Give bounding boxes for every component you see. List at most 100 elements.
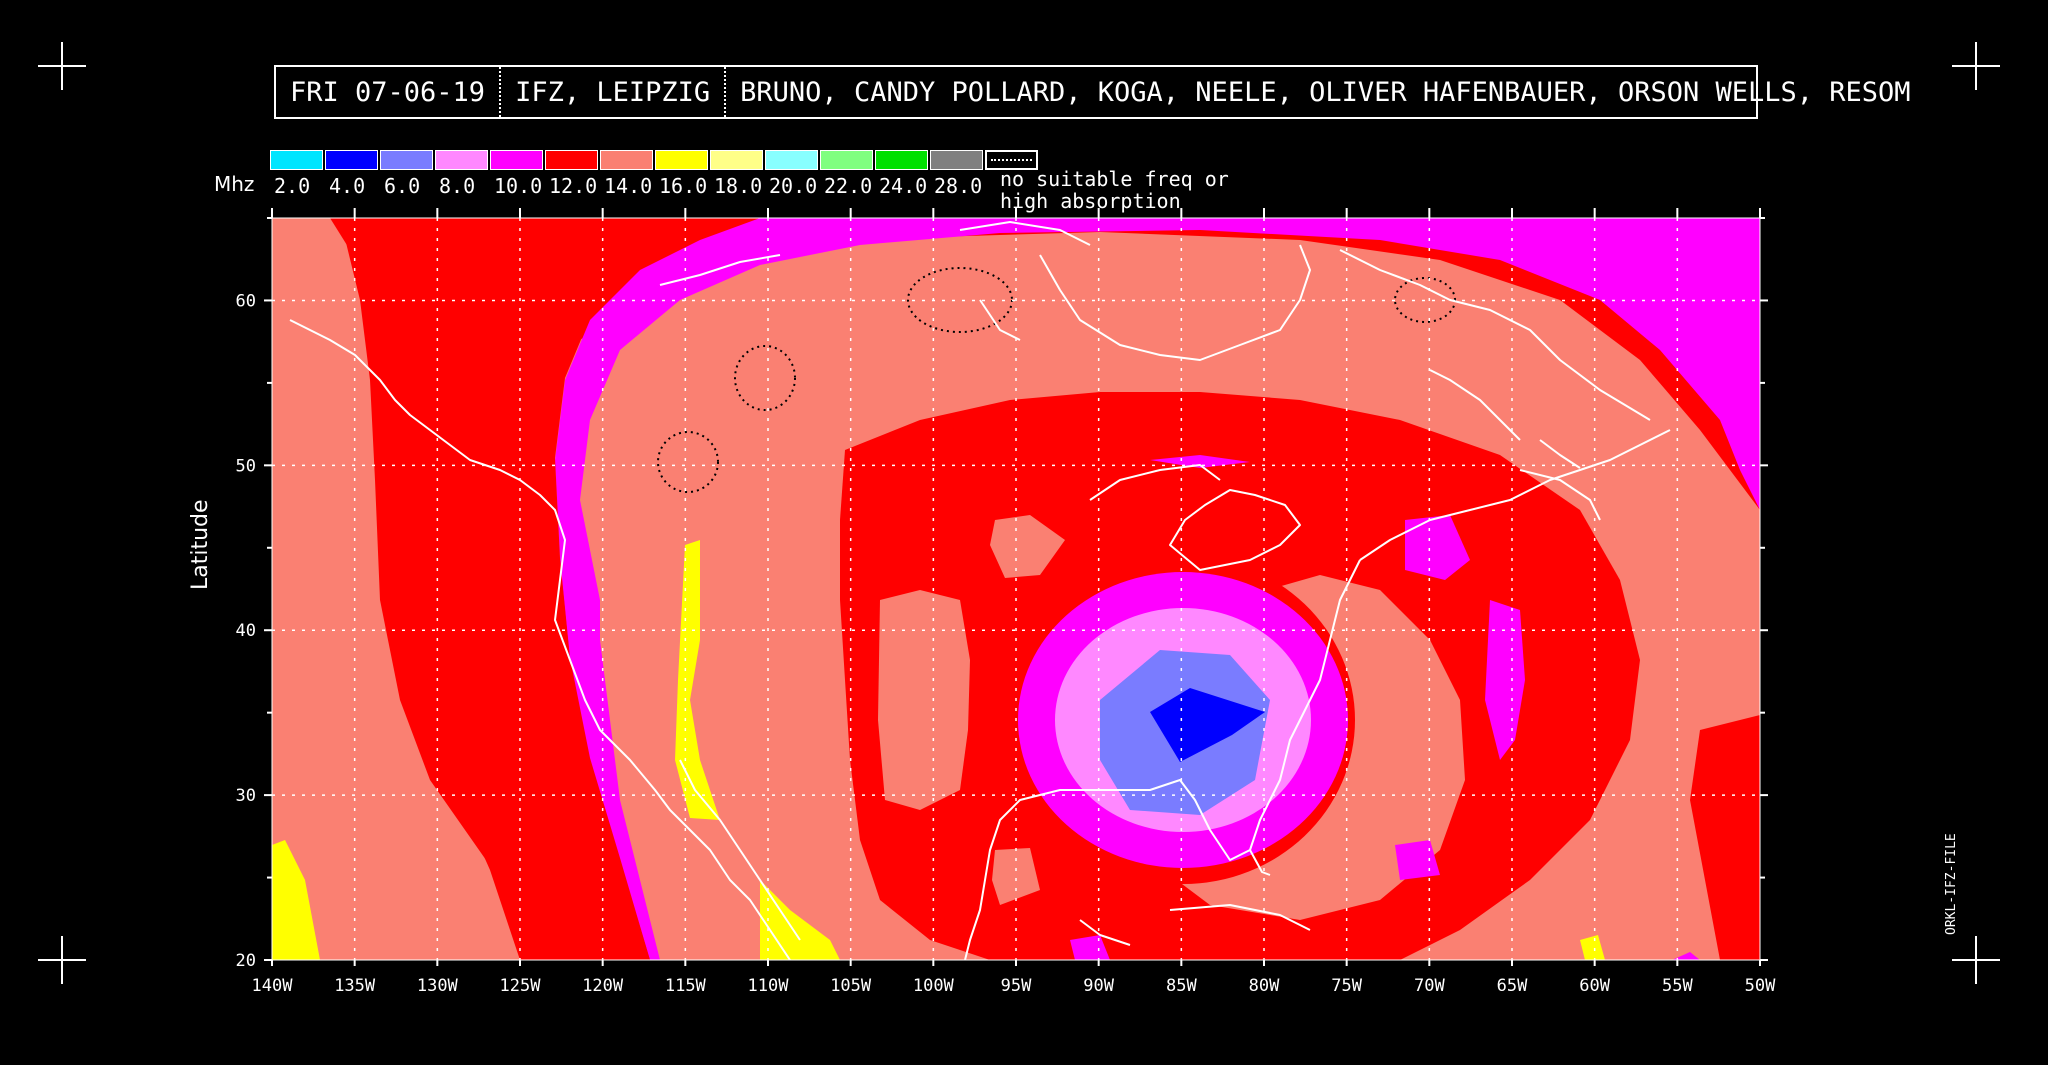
caribbean-islands-1 (1169, 904, 1311, 931)
contour-10mhz-corner-patch (1672, 952, 1700, 960)
file-id-label: ORKL-IFZ-FILE (1944, 833, 1959, 935)
legend-swatch-8.0 (435, 150, 488, 170)
legend-swatch-4.0 (325, 150, 378, 170)
nova-scotia-coast (1539, 439, 1581, 469)
no-suitable-region-2 (657, 431, 719, 493)
inland-lakes-west (979, 299, 1021, 341)
st-lawrence-coast (1429, 369, 1521, 441)
y-tick-label: 20 (236, 951, 256, 971)
contour-12mhz-western-band (330, 218, 760, 960)
x-tick-label: 140W (252, 976, 294, 996)
arctic-coast-2 (659, 254, 781, 286)
legend-swatch-24.0 (875, 150, 928, 170)
legend-label-2.0: 2.0 (274, 174, 311, 198)
legend-swatch-22.0 (820, 150, 873, 170)
x-tick-label: 125W (500, 976, 542, 996)
legend-swatch-16.0 (655, 150, 708, 170)
legend-label-6.0: 6.0 (384, 174, 421, 198)
x-axis-ticks: 140W 135W 130W 125W 120W 115W 110W 105W 100W 95W 9… (252, 208, 1776, 996)
x-tick-label: 105W (830, 976, 872, 996)
legend-label-22.0: 22.0 (824, 174, 873, 198)
legend-swatch-18.0 (710, 150, 763, 170)
legend-label-4.0: 4.0 (329, 174, 366, 198)
labrador-coast (1339, 249, 1651, 421)
contour-14mhz-small-patch-north (990, 515, 1065, 578)
frequency-legend: 2.0 4.0 6.0 8.0 10.0 12.0 14.0 16.0 18.0 20.0 22.0… (270, 150, 1040, 198)
contour-4mhz-core (1150, 688, 1265, 762)
great-lakes-outline (1169, 489, 1301, 571)
legend-label-12.0: 12.0 (549, 174, 598, 198)
legend-swatch-6.0 (380, 150, 433, 170)
x-tick-label: 75W (1331, 976, 1362, 996)
legend-swatch-10.0 (490, 150, 543, 170)
x-tick-label: 85W (1166, 976, 1197, 996)
legend-label-10.0: 10.0 (494, 174, 543, 198)
x-tick-label: 80W (1249, 976, 1280, 996)
header-date: FRI 07-06-19 (290, 76, 486, 108)
contour-16mhz-southeast-patch (1580, 935, 1605, 960)
y-tick-label: 40 (236, 621, 256, 641)
legend-swatch-2.0 (270, 150, 323, 170)
header-bar: FRI 07-06-19 IFZ, LEIPZIG BRUNO, CANDY P… (274, 65, 1911, 119)
legend-label-28.0: 28.0 (934, 174, 983, 198)
coastline-atlantic-north (1359, 429, 1671, 561)
x-tick-label: 60W (1579, 976, 1610, 996)
contour-14mhz-small-patch-south (992, 848, 1040, 905)
legend-swatch-12.0 (545, 150, 598, 170)
no-suitable-line2: high absorption (1000, 189, 1181, 213)
y-tick-label: 30 (236, 786, 256, 806)
x-tick-label: 55W (1662, 976, 1693, 996)
legend-swatch-no-suitable (985, 150, 1038, 170)
x-tick-label: 90W (1083, 976, 1114, 996)
contour-10mhz-bottom-patch (1070, 935, 1110, 960)
x-tick-label: 120W (582, 976, 624, 996)
legend-label-18.0: 18.0 (714, 174, 763, 198)
contour-16mhz-southwest-patch (272, 840, 320, 960)
coastlines (289, 221, 1671, 960)
x-tick-label: 130W (417, 976, 459, 996)
corner-crosshair-bottom-right (1952, 936, 2000, 984)
header-names: BRUNO, CANDY POLLARD, KOGA, NEELE, OLIVE… (724, 67, 1924, 117)
corner-crosshair-top-right (1952, 42, 2000, 90)
coastline-pacific (289, 319, 791, 960)
legend-label-14.0: 14.0 (604, 174, 653, 198)
contour-14mhz-west-patch (878, 590, 970, 810)
no-suitable-region-1 (734, 345, 796, 411)
x-tick-label: 135W (334, 976, 376, 996)
contour-16mhz-western-strip (675, 540, 720, 820)
coastline-baja (679, 759, 801, 941)
corner-crosshair-top-left (38, 42, 86, 90)
legend-label-16.0: 16.0 (659, 174, 708, 198)
contour-12mhz-east-edge (1690, 715, 1760, 960)
x-tick-label: 70W (1414, 976, 1445, 996)
contour-10mhz-small-patch-east (1405, 515, 1470, 580)
no-suitable-note: no suitable freq or high absorption (1000, 168, 1229, 212)
contour-16mhz-south-patch (760, 880, 840, 960)
x-tick-label: 95W (1001, 976, 1032, 996)
header-station: IFZ, LEIPZIG (499, 67, 724, 117)
arctic-coast-1 (959, 221, 1091, 246)
legend-label-24.0: 24.0 (879, 174, 928, 198)
legend-swatch-20.0 (765, 150, 818, 170)
legend-unit: Mhz (214, 172, 255, 196)
legend-swatch-14.0 (600, 150, 653, 170)
x-tick-label: 115W (665, 976, 707, 996)
legend-swatches (270, 150, 1040, 170)
x-tick-label: 100W (913, 976, 955, 996)
y-tick-label: 60 (236, 291, 256, 311)
no-suitable-line1: no suitable freq or (1000, 167, 1229, 191)
hudson-bay-outline (1039, 244, 1311, 361)
legend-label-20.0: 20.0 (769, 174, 818, 198)
x-tick-label: 65W (1497, 976, 1528, 996)
y-axis-ticks: 60 50 40 30 20 (236, 217, 1768, 971)
great-lakes-north (1089, 464, 1221, 501)
legend-label-8.0: 8.0 (439, 174, 476, 198)
corner-crosshair-bottom-left (38, 936, 86, 984)
x-tick-label: 50W (1745, 976, 1776, 996)
legend-labels: 2.0 4.0 6.0 8.0 10.0 12.0 14.0 16.0 18.0 20.0 22.0… (270, 174, 1040, 198)
coastline-florida-tip (1249, 849, 1271, 876)
grid-lines (272, 218, 1760, 960)
y-tick-label: 50 (236, 456, 256, 476)
caribbean-islands-2 (1079, 919, 1131, 946)
